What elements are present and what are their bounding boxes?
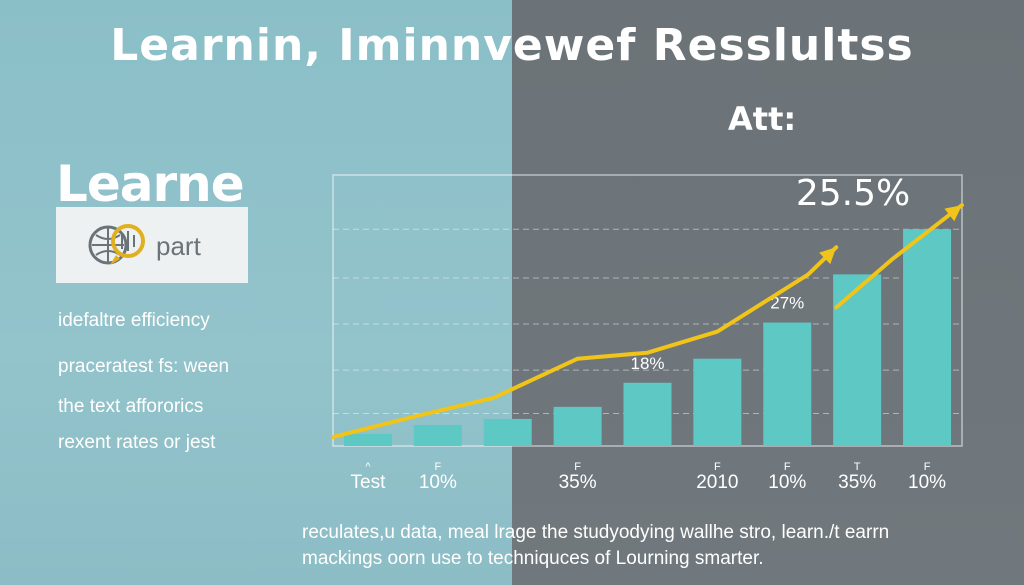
side-text-line-1: idefaltre efficiency [58,310,210,331]
trend-line [834,203,964,310]
bar [763,322,812,446]
bar [833,274,882,446]
logo-card: part [56,207,248,283]
trend-line [331,245,839,439]
bar [483,418,532,446]
chart-subtitle: Att: [728,100,797,138]
trend-arrowhead [819,247,837,265]
bar [903,229,952,446]
category-label: 2010 [696,472,738,493]
bar [693,358,742,446]
bar [623,382,672,446]
tick-mark: F [924,461,931,473]
caption-line-2: mackings oorn use to techniquces of Lour… [302,548,764,569]
category-label: 35% [559,472,597,493]
category-label: 10% [419,472,457,493]
tick-mark: T [854,461,861,473]
bar [343,433,392,446]
tick-mark: F [574,461,581,473]
page-title: Learnin, Iminnvewef Resslultss [110,20,914,71]
side-text-line-3: the text affororics [58,396,204,417]
callout-value: 25.5% [796,173,910,214]
tick-mark: F [784,461,791,473]
trend-arrowhead [944,205,962,222]
side-text-line-2: praceratest fs: ween [58,356,230,377]
tick-mark: F [714,461,721,473]
left-panel-background [0,0,512,585]
category-label: 35% [838,472,876,493]
category-label: Test [351,472,387,493]
logo-text: part [156,231,201,261]
tick-mark: F [434,461,441,473]
bar [553,406,602,446]
side-heading: Learne [56,155,245,213]
data-label: 18% [630,354,664,373]
data-label: 27% [770,294,804,313]
side-text-line-4: rexent rates or jest [58,432,216,453]
bar [413,424,462,446]
caption-line-1: reculates,u data, meal lrage the studyod… [302,522,890,543]
brain-globe-icon [88,224,145,265]
tick-mark: ^ [365,461,371,473]
category-label: 10% [908,472,946,493]
category-label: 10% [768,472,806,493]
